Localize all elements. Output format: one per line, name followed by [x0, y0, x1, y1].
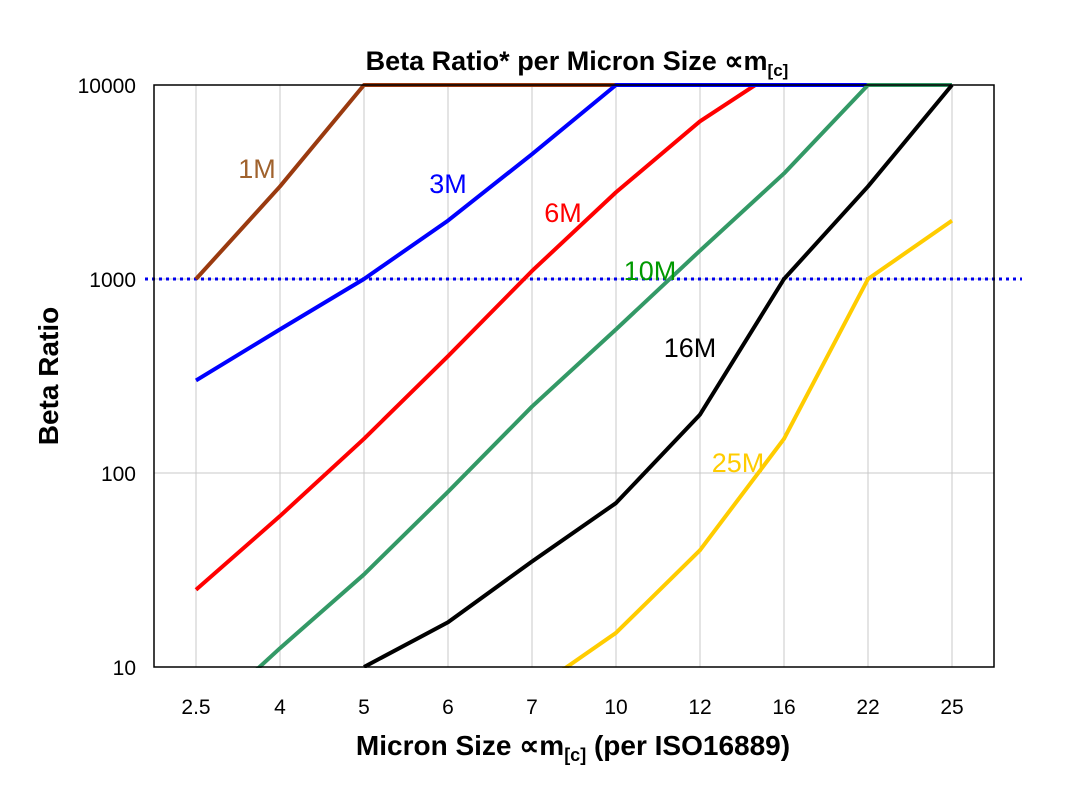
plot-frame	[153, 84, 995, 668]
y-tick-label: 1000	[89, 269, 136, 292]
series-label-1M: 1M	[238, 154, 276, 184]
x-tick-label: 25	[940, 696, 963, 719]
y-tick-label: 100	[101, 463, 136, 486]
chart-title: Beta Ratio* per Micron Size ∝m[c]	[366, 46, 789, 80]
x-tick-label: 12	[688, 696, 711, 719]
series-label-6M: 6M	[544, 198, 582, 228]
x-tick-label: 10	[604, 696, 627, 719]
series-line-6M	[194, 83, 763, 592]
x-tick-label: 2.5	[181, 696, 210, 719]
title-subscript: [c]	[768, 61, 789, 80]
y-tick-labels: 10 100 1000 10000	[78, 75, 136, 680]
series-labels: 1M 6M 3M 10M 16M 25M	[238, 154, 764, 478]
x-tick-label: 6	[442, 696, 454, 719]
x-tick-label: 16	[772, 696, 795, 719]
y-axis-title: Beta Ratio	[33, 307, 64, 445]
series-line-10M	[255, 83, 952, 668]
series-label-25M: 25M	[712, 448, 765, 478]
x-tick-label: 5	[358, 696, 370, 719]
y-tick-label: 10000	[78, 75, 136, 98]
series-line-25M	[561, 218, 954, 668]
series-label-10M: 10M	[624, 256, 677, 286]
grid	[154, 84, 994, 668]
x-tick-labels: 2.5 4 5 6 7 10 12 16 22 25	[181, 696, 963, 719]
x-axis-subscript: [c]	[564, 745, 586, 765]
x-axis-title: Micron Size ∝m[c] (per ISO16889)	[356, 730, 790, 765]
x-tick-label: 22	[856, 696, 879, 719]
x-tick-label: 4	[274, 696, 286, 719]
y-tick-label: 10	[113, 657, 136, 680]
series-lines	[194, 83, 954, 668]
series-label-16M: 16M	[664, 333, 717, 363]
series-line-16M	[363, 83, 954, 668]
series-label-3M: 3M	[429, 169, 467, 199]
x-tick-label: 7	[526, 696, 538, 719]
